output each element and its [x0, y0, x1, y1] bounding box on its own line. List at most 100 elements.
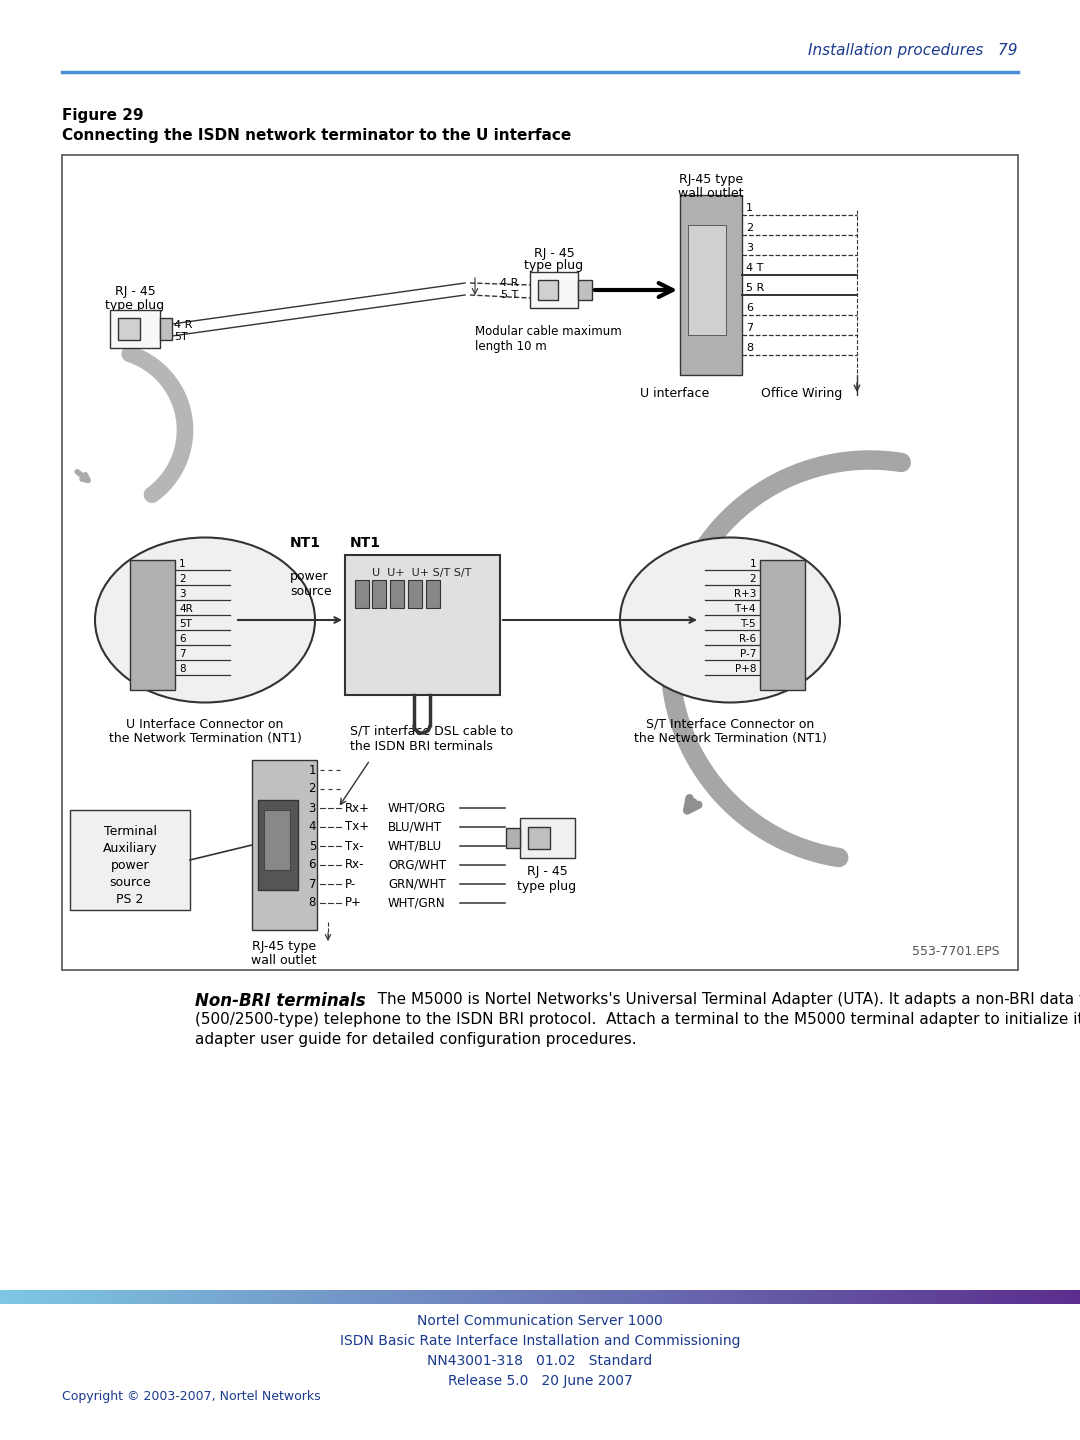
Text: 6: 6	[179, 634, 186, 644]
Bar	[990, 1290, 995, 1305]
Bar	[335, 1290, 339, 1305]
Text: Modular cable maximum: Modular cable maximum	[475, 325, 622, 338]
Bar	[594, 1290, 598, 1305]
Bar	[576, 1290, 581, 1305]
Bar	[86, 1290, 91, 1305]
Bar	[110, 310, 160, 348]
Bar	[46, 1290, 52, 1305]
Text: source: source	[291, 585, 332, 598]
Bar	[130, 1290, 134, 1305]
Bar	[835, 1290, 840, 1305]
Bar	[583, 1290, 588, 1305]
Bar	[670, 1290, 674, 1305]
Text: ORG/WHT: ORG/WHT	[388, 858, 446, 871]
Bar	[810, 1290, 814, 1305]
Bar	[796, 1290, 800, 1305]
Text: NN43001-318   01.02   Standard: NN43001-318 01.02 Standard	[428, 1354, 652, 1368]
Text: type plug: type plug	[517, 880, 577, 893]
Bar	[691, 1290, 696, 1305]
Bar	[538, 279, 558, 300]
Text: PS 2: PS 2	[117, 893, 144, 906]
Bar	[813, 1290, 819, 1305]
Bar	[569, 1290, 573, 1305]
Bar	[345, 554, 500, 696]
Bar	[519, 818, 575, 858]
Bar	[410, 1290, 415, 1305]
Bar	[284, 1290, 289, 1305]
Text: Figure 29: Figure 29	[62, 108, 144, 122]
Bar	[252, 1290, 257, 1305]
Bar	[270, 1290, 274, 1305]
Bar	[586, 1290, 592, 1305]
Bar	[392, 1290, 397, 1305]
Bar	[435, 1290, 441, 1305]
Bar	[507, 828, 519, 848]
Text: 5 T: 5 T	[501, 289, 518, 300]
Bar	[921, 1290, 927, 1305]
Bar	[355, 580, 369, 608]
Bar	[659, 1290, 663, 1305]
Bar	[608, 1290, 613, 1305]
Bar	[1029, 1290, 1035, 1305]
Bar	[118, 318, 140, 340]
Bar	[964, 1290, 970, 1305]
Bar	[526, 1290, 530, 1305]
Text: BLU/WHT: BLU/WHT	[388, 821, 442, 834]
Bar	[748, 1290, 754, 1305]
Bar	[518, 1290, 523, 1305]
Bar	[205, 1290, 210, 1305]
Bar	[372, 580, 386, 608]
Text: 8: 8	[179, 664, 186, 674]
Bar	[22, 1290, 26, 1305]
Bar	[713, 1290, 717, 1305]
Bar	[273, 1290, 279, 1305]
Bar	[878, 1290, 883, 1305]
Bar	[72, 1290, 77, 1305]
Bar	[760, 560, 805, 690]
Text: Auxiliary: Auxiliary	[103, 842, 158, 855]
Bar	[187, 1290, 192, 1305]
Text: 4 R: 4 R	[500, 278, 518, 288]
Bar	[770, 1290, 775, 1305]
Bar	[720, 1290, 725, 1305]
Bar	[486, 1290, 490, 1305]
Text: 8: 8	[746, 343, 753, 353]
Bar	[418, 1290, 422, 1305]
Bar	[148, 1290, 152, 1305]
Bar	[160, 318, 172, 340]
Text: source: source	[109, 876, 151, 888]
Bar	[893, 1290, 897, 1305]
Bar	[408, 580, 422, 608]
Text: WHT/ORG: WHT/ORG	[388, 802, 446, 815]
Text: 3: 3	[179, 589, 186, 599]
Bar	[972, 1290, 976, 1305]
Bar	[489, 1290, 495, 1305]
Bar	[130, 560, 175, 690]
Bar	[597, 1290, 603, 1305]
Bar	[882, 1290, 887, 1305]
Bar	[1034, 1290, 1038, 1305]
Bar	[440, 1290, 444, 1305]
Bar	[734, 1290, 739, 1305]
Bar	[846, 1290, 851, 1305]
Bar	[850, 1290, 854, 1305]
Bar	[742, 1290, 746, 1305]
Bar	[140, 1290, 145, 1305]
Text: Rx+: Rx+	[345, 802, 370, 815]
Bar	[180, 1290, 185, 1305]
Bar	[1055, 1290, 1059, 1305]
Bar	[0, 1290, 4, 1305]
Text: Rx-: Rx-	[345, 858, 365, 871]
Bar	[565, 1290, 570, 1305]
Bar	[623, 1290, 627, 1305]
Bar	[321, 1290, 325, 1305]
Bar	[832, 1290, 836, 1305]
Bar	[62, 156, 1018, 971]
Bar	[673, 1290, 678, 1305]
Bar	[483, 1290, 487, 1305]
Bar	[788, 1290, 793, 1305]
Bar	[18, 1290, 23, 1305]
Bar	[562, 1290, 566, 1305]
Bar	[79, 1290, 84, 1305]
Bar	[648, 1290, 652, 1305]
